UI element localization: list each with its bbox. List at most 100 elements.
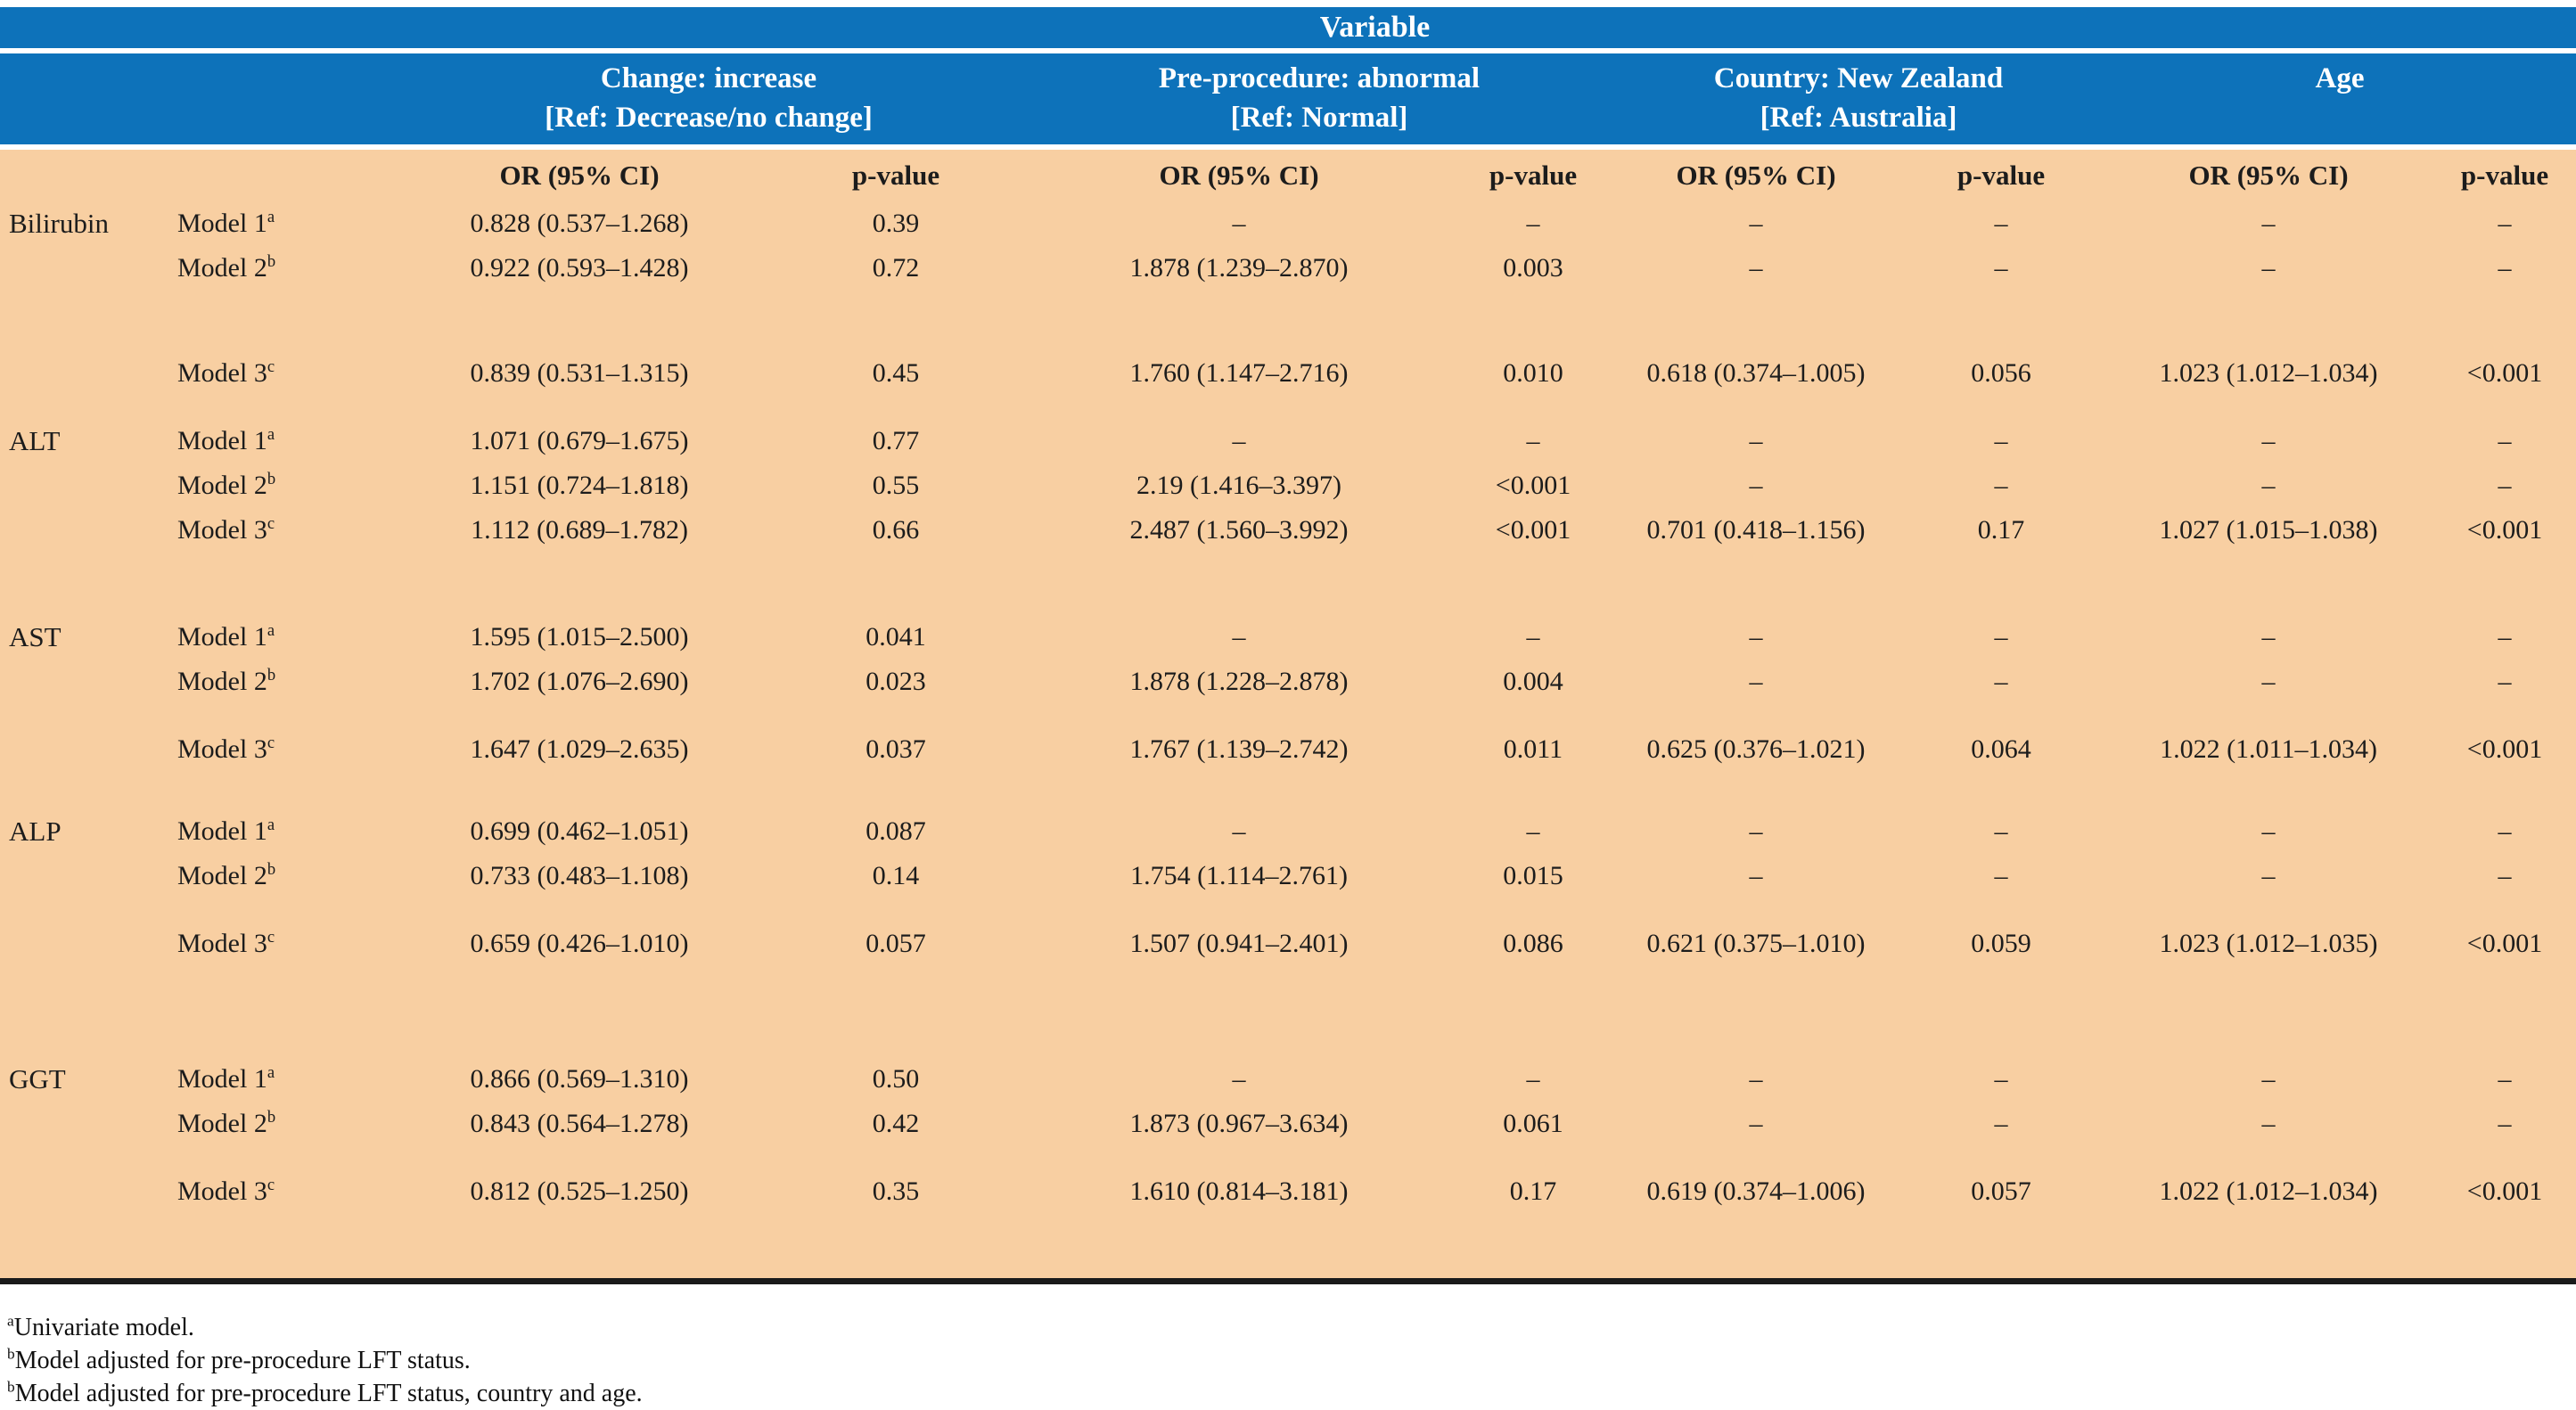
model-text: Model 2 — [177, 861, 267, 890]
model-label: Model 2b — [174, 854, 392, 898]
subheader-row: OR (95% CI) p-value OR (95% CI) p-value … — [0, 147, 2576, 201]
pre-or-value: 2.487 (1.560–3.992) — [1025, 508, 1453, 553]
change-p-value: 0.55 — [767, 463, 1025, 508]
country-or-text: 0.618 (0.374–1.005) — [1646, 358, 1866, 388]
model-sup: b — [267, 666, 276, 685]
test-name: GGT — [0, 1057, 174, 1102]
subheader-age-p: p-value — [2433, 147, 2576, 201]
table-title-row: Variable — [0, 7, 2576, 53]
change-p-value: 0.39 — [767, 201, 1025, 246]
table-row: Bilirubin Model 1a 0.828 (0.537–1.268) 0… — [0, 201, 2576, 246]
test-name — [0, 508, 174, 553]
test-name: Bilirubin — [0, 201, 174, 246]
bottom-rule-row — [0, 1237, 2576, 1284]
subheader-spacer — [0, 147, 174, 201]
table-row: ALT Model 1a 1.071 (0.679–1.675) 0.77 – … — [0, 419, 2576, 463]
pre-p-value: 0.015 — [1453, 854, 1613, 898]
change-or-value: 0.866 (0.569–1.310) — [392, 1057, 767, 1102]
change-or-value: 0.922 (0.593–1.428) — [392, 246, 767, 291]
model-label: Model 3c — [174, 328, 392, 419]
age-p-value: – — [2433, 1057, 2576, 1102]
test-name — [0, 854, 174, 898]
bottom-rule-cell — [0, 1237, 2576, 1284]
country-or-value: – — [1613, 660, 1899, 704]
table-row: GGT Model 1a 0.866 (0.569–1.310) 0.50 – … — [0, 1057, 2576, 1102]
country-or-value: – — [1613, 463, 1899, 508]
test-name — [0, 246, 174, 291]
table-row: ALP Model 1a 0.699 (0.462–1.051) 0.087 –… — [0, 809, 2576, 854]
pre-or-value: 1.873 (0.967–3.634) — [1025, 1102, 1453, 1146]
model-sup: c — [267, 514, 275, 533]
model-label: Model 3c — [174, 508, 392, 553]
spacer-row — [0, 989, 2576, 1057]
age-or-value: – — [2104, 660, 2433, 704]
table-row: Model 2b 1.702 (1.076–2.690) 0.023 1.878… — [0, 660, 2576, 704]
model-label: Model 1a — [174, 615, 392, 660]
age-or-value: 1.027 (1.015–1.038) — [2104, 508, 2433, 553]
country-or-value: – — [1613, 854, 1899, 898]
pre-p-value: 0.010 — [1453, 328, 1613, 419]
model-label: Model 1a — [174, 809, 392, 854]
country-or-value: – — [1613, 246, 1899, 291]
change-p-value: 0.77 — [767, 419, 1025, 463]
pre-p-value: – — [1453, 419, 1613, 463]
table-row: Model 2b 0.733 (0.483–1.108) 0.14 1.754 … — [0, 854, 2576, 898]
footnote-sup: b — [7, 1378, 15, 1396]
model-text: Model 1 — [177, 816, 267, 846]
group-change-line2: [Ref: Decrease/no change] — [545, 102, 873, 134]
pre-p-value: 0.003 — [1453, 246, 1613, 291]
pre-p-value: – — [1453, 1057, 1613, 1102]
model-label: Model 3c — [174, 898, 392, 989]
table-row: Model 2b 1.151 (0.724–1.818) 0.55 2.19 (… — [0, 463, 2576, 508]
footnotes: aUnivariate model. bModel adjusted for p… — [7, 1311, 2576, 1410]
country-or-value: 0.618 (0.374–1.005) — [1613, 328, 1899, 419]
model-sup: a — [267, 621, 275, 640]
test-name — [0, 660, 174, 704]
country-or-value: – — [1613, 809, 1899, 854]
age-or-value: – — [2104, 246, 2433, 291]
change-or-value: 0.812 (0.525–1.250) — [392, 1146, 767, 1237]
change-p-value: 0.057 — [767, 898, 1025, 989]
model-sup: b — [267, 1108, 276, 1127]
subheader-change-p: p-value — [767, 147, 1025, 201]
country-p-value: – — [1899, 660, 2104, 704]
age-p-value: – — [2433, 854, 2576, 898]
change-p-value: 0.041 — [767, 615, 1025, 660]
subheader-age-or: OR (95% CI) — [2104, 147, 2433, 201]
change-p-value: 0.42 — [767, 1102, 1025, 1146]
model-text: Model 2 — [177, 471, 267, 500]
model-text: Model 3 — [177, 358, 267, 388]
pre-p-value: 0.004 — [1453, 660, 1613, 704]
group-header-country: Country: New Zealand [Ref: Australia] — [1613, 51, 2104, 150]
age-p-value: <0.001 — [2433, 1146, 2576, 1237]
table-row: AST Model 1a 1.595 (1.015–2.500) 0.041 –… — [0, 615, 2576, 660]
model-label: Model 1a — [174, 201, 392, 246]
age-p-value: – — [2433, 615, 2576, 660]
change-or-value: 1.647 (1.029–2.635) — [392, 704, 767, 795]
test-name — [0, 328, 174, 419]
group-change-line1: Change: increase — [600, 62, 817, 94]
country-or-value: 0.621 (0.375–1.010) — [1613, 898, 1899, 989]
age-p-value: <0.001 — [2433, 898, 2576, 989]
model-sup: a — [267, 208, 275, 226]
change-or-value: 1.151 (0.724–1.818) — [392, 463, 767, 508]
model-text: Model 3 — [177, 515, 267, 545]
model-text: Model 3 — [177, 929, 267, 958]
model-text: Model 3 — [177, 734, 267, 764]
change-p-value: 0.35 — [767, 1146, 1025, 1237]
age-p-value: – — [2433, 809, 2576, 854]
age-or-value: – — [2104, 854, 2433, 898]
group-pre-line2: [Ref: Normal] — [1230, 102, 1408, 134]
country-or-value: – — [1613, 1102, 1899, 1146]
footnote-text: Univariate model. — [13, 1314, 194, 1341]
model-sup: a — [267, 1063, 275, 1082]
age-or-value: – — [2104, 809, 2433, 854]
group-header-age: Age — [2104, 51, 2576, 150]
spacer-row — [0, 795, 2576, 809]
change-p-value: 0.66 — [767, 508, 1025, 553]
change-p-value: 0.72 — [767, 246, 1025, 291]
group-header-preprocedure: Pre-procedure: abnormal [Ref: Normal] — [1025, 51, 1613, 150]
subheader-change-or: OR (95% CI) — [392, 147, 767, 201]
age-or-value: – — [2104, 615, 2433, 660]
pre-or-value: – — [1025, 419, 1453, 463]
